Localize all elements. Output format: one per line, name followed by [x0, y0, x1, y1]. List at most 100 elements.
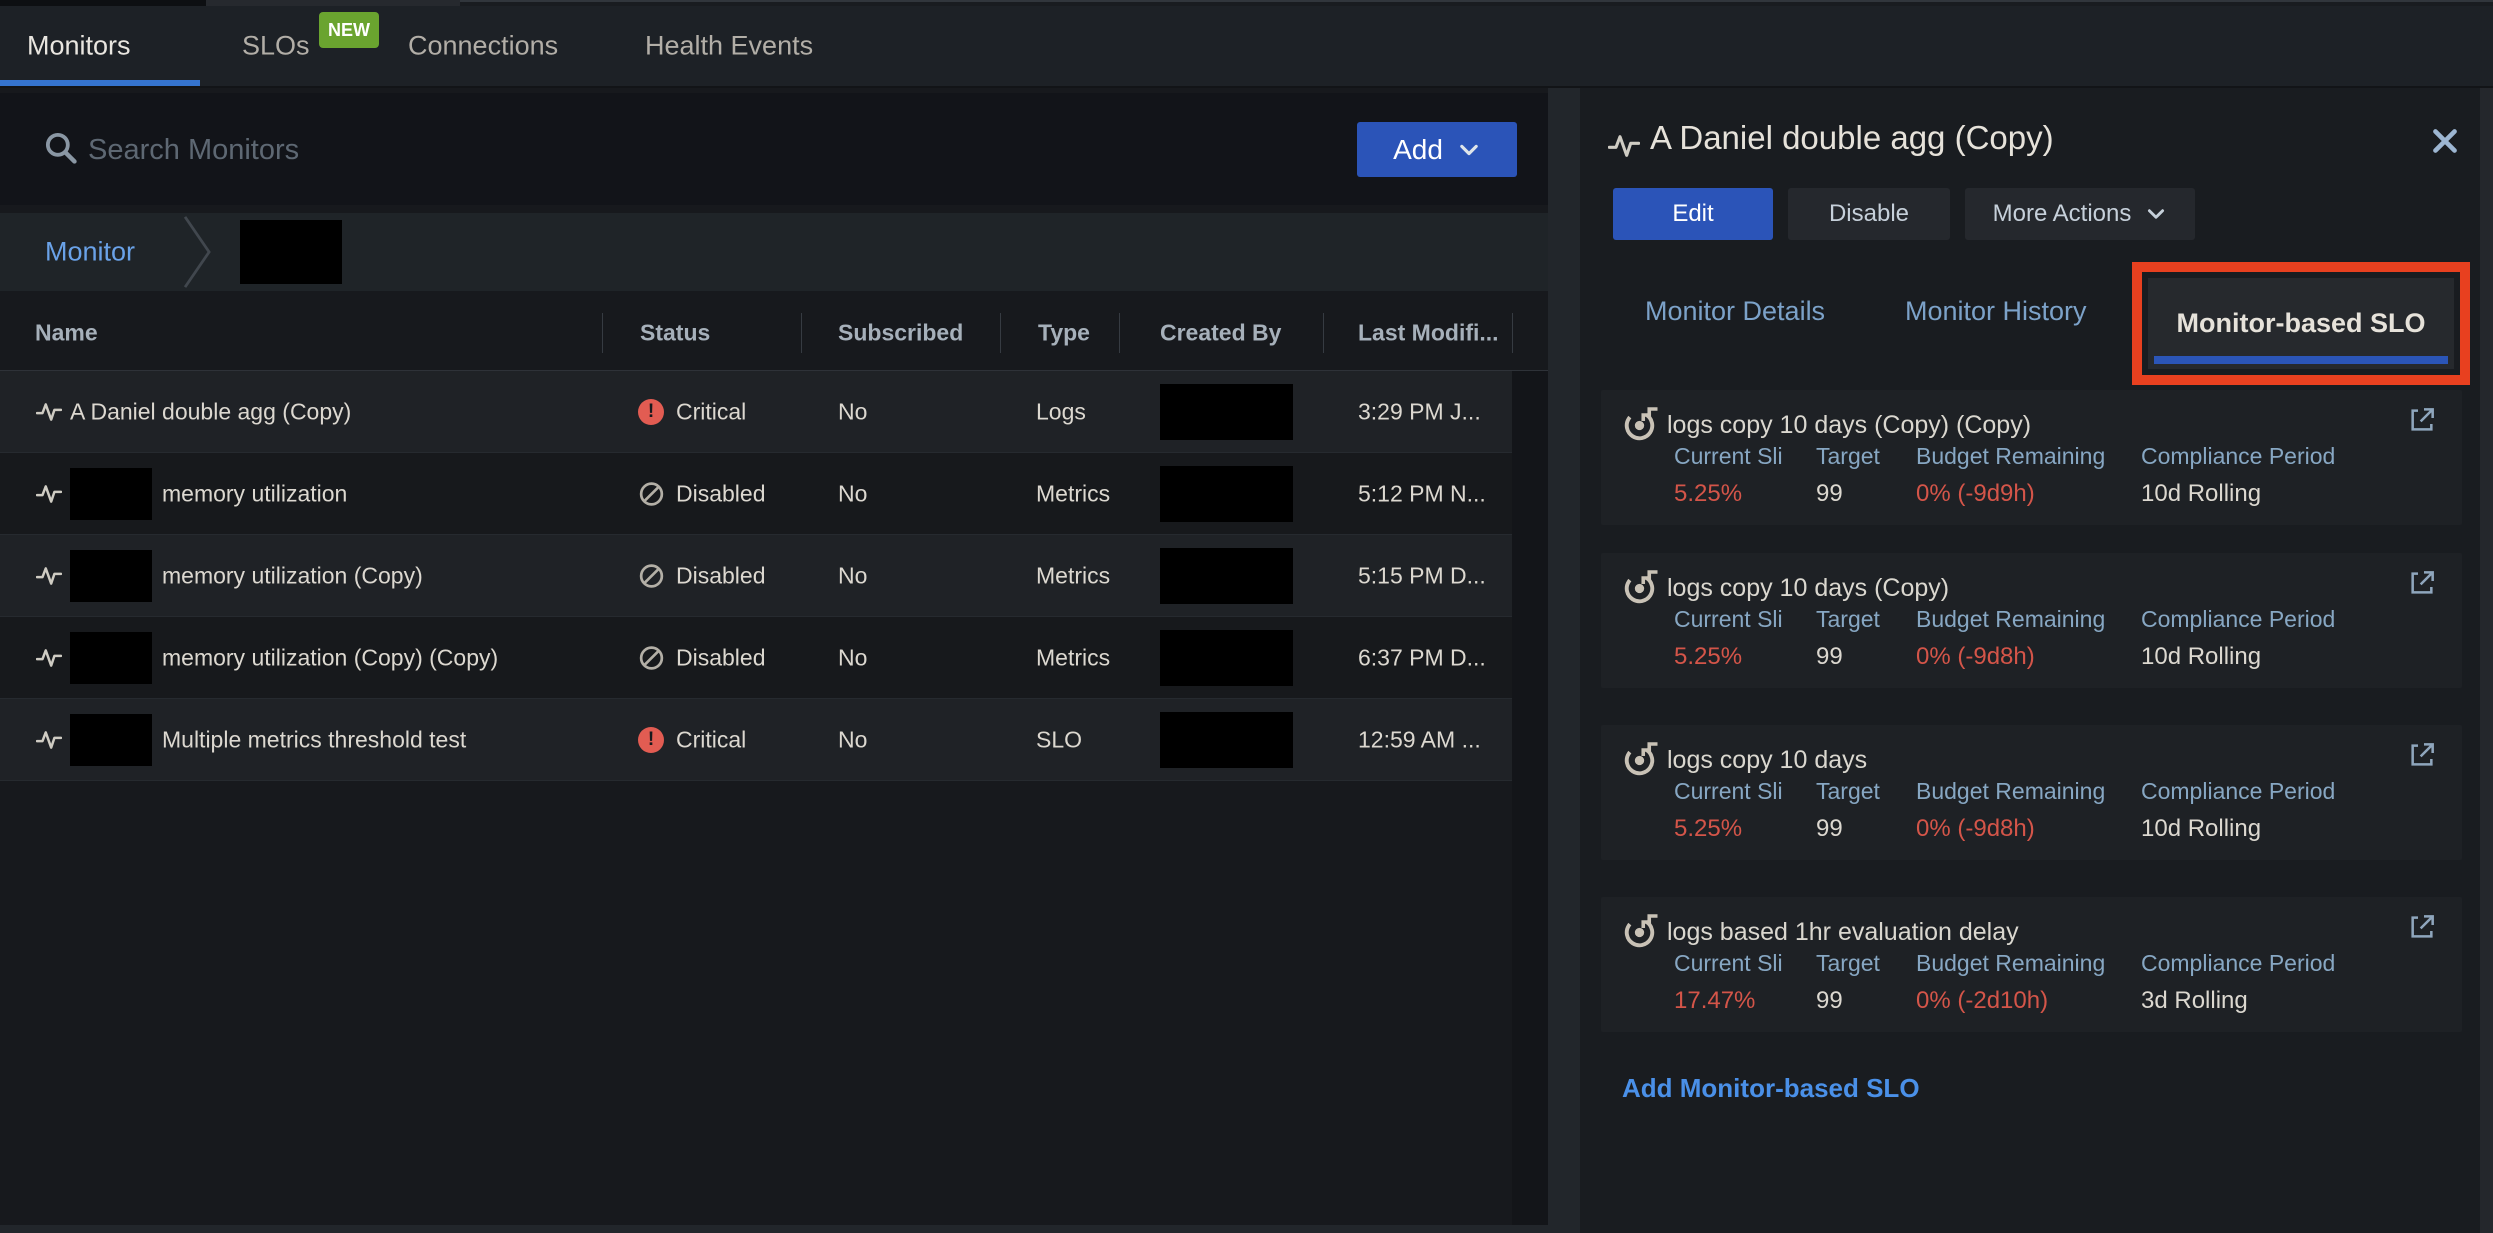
- critical-status-icon: [638, 398, 664, 425]
- compliance-period-label: Compliance Period: [2141, 606, 2336, 632]
- compliance-period-label: Compliance Period: [2141, 778, 2336, 804]
- status-text: Critical: [676, 726, 747, 752]
- slo-name: logs copy 10 days (Copy): [1667, 574, 1950, 602]
- subscribed-value: No: [838, 562, 868, 588]
- last-modified-value: 6:37 PM D...: [1358, 644, 1486, 670]
- active-tab-underline: [0, 80, 200, 86]
- slo-card: logs copy 10 days (Copy) Current Sli Tar…: [1601, 553, 2462, 688]
- compliance-period-label: Compliance Period: [2141, 950, 2336, 976]
- nav-tab-slos[interactable]: SLOs: [242, 30, 310, 61]
- target-label: Target: [1816, 443, 1880, 469]
- monitor-detail-panel: A Daniel double agg (Copy) Edit Disable …: [1580, 88, 2480, 1233]
- add-monitor-based-slo-link[interactable]: Add Monitor-based SLO: [1622, 1073, 1920, 1103]
- open-slo-icon[interactable]: [2406, 739, 2438, 771]
- tab-monitor-history[interactable]: Monitor History: [1905, 296, 2087, 326]
- monitor-pulse-icon: [36, 645, 62, 671]
- target-value: 99: [1816, 815, 1843, 842]
- top-edge-strip-right: [460, 0, 2493, 6]
- redacted-value: [1160, 465, 1293, 522]
- open-slo-icon[interactable]: [2406, 404, 2438, 436]
- monitor-table: A Daniel double agg (Copy) Critical No L…: [0, 371, 1512, 781]
- table-row[interactable]: A Daniel double agg (Copy) Critical No L…: [0, 371, 1512, 453]
- disabled-status-icon: [638, 562, 665, 589]
- tab-monitor-based-slo[interactable]: Monitor-based SLO: [2148, 278, 2454, 369]
- table-row[interactable]: Multiple metrics threshold test Critical…: [0, 699, 1512, 781]
- redacted-value: [70, 631, 152, 684]
- table-row[interactable]: memory utilization Disabled No Metrics 5…: [0, 453, 1512, 535]
- current-sli-label: Current Sli: [1674, 443, 1783, 469]
- panel-title: A Daniel double agg (Copy): [1650, 119, 2054, 156]
- column-divider: [801, 313, 802, 353]
- type-value: Logs: [1036, 398, 1086, 424]
- monitor-pulse-icon: [1608, 130, 1640, 162]
- redacted-value: [1160, 547, 1293, 604]
- budget-remaining-label: Budget Remaining: [1916, 778, 2106, 804]
- subscribed-value: No: [838, 726, 868, 752]
- column-header-status[interactable]: Status: [640, 319, 711, 345]
- target-value: 99: [1816, 480, 1843, 507]
- open-slo-icon[interactable]: [2406, 911, 2438, 943]
- compliance-period-value: 3d Rolling: [2141, 987, 2248, 1014]
- target-label: Target: [1816, 606, 1880, 632]
- slo-gauge-icon: [1623, 569, 1659, 605]
- column-divider: [1000, 313, 1001, 353]
- column-header-name[interactable]: Name: [35, 319, 98, 345]
- column-header-subscribed[interactable]: Subscribed: [838, 319, 964, 345]
- disable-button[interactable]: Disable: [1788, 188, 1950, 240]
- edit-button-label: Edit: [1672, 200, 1714, 227]
- budget-remaining-value: 0% (-9d8h): [1916, 643, 2035, 670]
- column-divider: [1512, 313, 1513, 353]
- compliance-period-label: Compliance Period: [2141, 443, 2336, 469]
- type-value: Metrics: [1036, 644, 1111, 670]
- compliance-period-value: 10d Rolling: [2141, 643, 2262, 670]
- top-navbar: Monitors SLOs NEW Connections Health Eve…: [0, 6, 2493, 88]
- status-text: Critical: [676, 398, 747, 424]
- type-value: Metrics: [1036, 562, 1111, 588]
- budget-remaining-value: 0% (-9d8h): [1916, 815, 2035, 842]
- search-input[interactable]: [86, 123, 850, 177]
- slo-gauge-icon: [1623, 741, 1659, 777]
- current-sli-value: 5.25%: [1674, 815, 1743, 842]
- disabled-status-icon: [638, 644, 665, 671]
- open-slo-icon[interactable]: [2406, 567, 2438, 599]
- subscribed-value: No: [838, 480, 868, 506]
- target-label: Target: [1816, 950, 1880, 976]
- compliance-period-value: 10d Rolling: [2141, 480, 2262, 507]
- edit-button[interactable]: Edit: [1613, 188, 1773, 240]
- nav-tab-health-events[interactable]: Health Events: [645, 30, 814, 61]
- subscribed-value: No: [838, 398, 868, 424]
- monitor-name: A Daniel double agg (Copy): [70, 398, 352, 424]
- close-icon[interactable]: [2430, 126, 2460, 156]
- breadcrumb-monitor-link[interactable]: Monitor: [45, 236, 136, 267]
- slo-name: logs copy 10 days (Copy) (Copy): [1667, 411, 2032, 439]
- add-button[interactable]: Add: [1357, 122, 1517, 177]
- status-text: Disabled: [676, 562, 766, 588]
- redacted-value: [1160, 383, 1293, 440]
- column-header-last-modified[interactable]: Last Modifi...: [1358, 319, 1499, 345]
- column-header-created-by[interactable]: Created By: [1160, 319, 1282, 345]
- nav-tab-monitors[interactable]: Monitors: [27, 30, 131, 61]
- breadcrumb-chevron-icon: [180, 215, 216, 289]
- search-toolbar: Add: [0, 93, 1548, 205]
- budget-remaining-value: 0% (-2d10h): [1916, 987, 2049, 1014]
- monitor-name: memory utilization: [162, 480, 348, 506]
- current-sli-value: 5.25%: [1674, 643, 1743, 670]
- table-row[interactable]: memory utilization (Copy) Disabled No Me…: [0, 535, 1512, 617]
- more-actions-button[interactable]: More Actions: [1965, 188, 2195, 240]
- type-value: Metrics: [1036, 480, 1111, 506]
- column-divider: [602, 313, 603, 353]
- current-sli-label: Current Sli: [1674, 606, 1783, 632]
- slo-gauge-icon: [1623, 913, 1659, 949]
- compliance-period-value: 10d Rolling: [2141, 815, 2262, 842]
- more-actions-label: More Actions: [1992, 200, 2132, 227]
- last-modified-value: 5:12 PM N...: [1358, 480, 1486, 506]
- tab-monitor-details[interactable]: Monitor Details: [1645, 296, 1826, 326]
- column-header-type[interactable]: Type: [1038, 319, 1090, 345]
- table-scrollbar-track: [1512, 371, 1548, 1225]
- monitor-pulse-icon: [36, 727, 62, 753]
- nav-tab-connections[interactable]: Connections: [408, 30, 559, 61]
- breadcrumb: Monitor: [0, 213, 1548, 291]
- table-row[interactable]: memory utilization (Copy) (Copy) Disable…: [0, 617, 1512, 699]
- type-value: SLO: [1036, 726, 1083, 752]
- slo-gauge-icon: [1623, 406, 1659, 442]
